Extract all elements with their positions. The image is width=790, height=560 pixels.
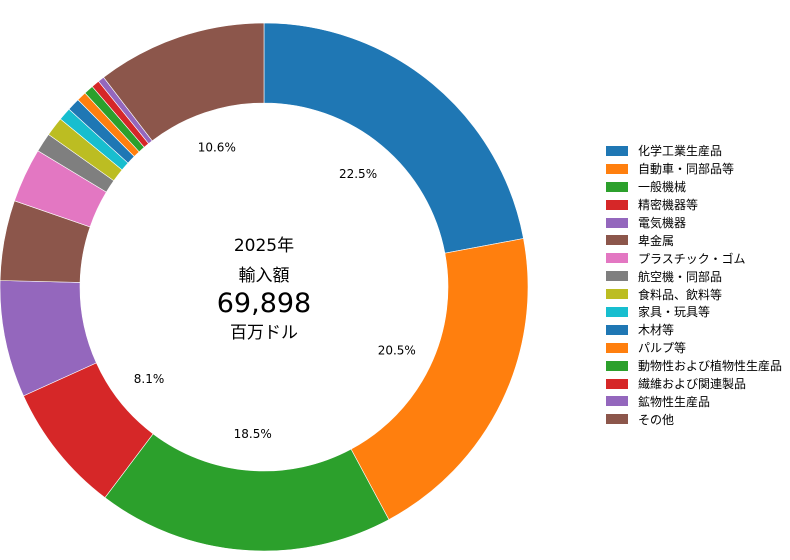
legend-label: その他 xyxy=(638,412,675,427)
data-label-1: 22.5% xyxy=(339,167,377,181)
center-label: 輸入額 xyxy=(239,266,290,286)
slices-group xyxy=(0,22,529,552)
legend-label: 航空機・同部品 xyxy=(638,269,723,284)
legend-item: 航空機・同部品 xyxy=(606,267,790,285)
legend-swatch xyxy=(606,145,628,156)
legend-item: 化学工業生産品 xyxy=(606,142,790,160)
legend-item: 家具・玩具等 xyxy=(606,303,790,321)
legend-swatch xyxy=(606,235,628,246)
legend: 化学工業生産品 自動車・同部品等 一般機械精密機器等電気機器卑金属プラスチック・ゴム… xyxy=(606,142,790,428)
legend-item: 繊維および関連製品 xyxy=(606,375,790,393)
legend-label: 精密機器等 xyxy=(638,198,699,213)
legend-swatch xyxy=(606,289,628,300)
legend-item: その他 xyxy=(606,410,790,428)
legend-label: パルプ等 xyxy=(638,341,687,356)
legend-swatch xyxy=(606,360,628,371)
slice-3 xyxy=(104,433,390,552)
legend-label: 電気機器 xyxy=(638,216,687,230)
legend-item: 卑金属 xyxy=(606,231,790,249)
legend-swatch xyxy=(606,181,628,192)
legend-label: 木材等 xyxy=(638,323,675,338)
legend-label: 卑金属 xyxy=(638,233,675,248)
legend-item: 動物性および植物性生産品 xyxy=(606,357,790,375)
legend-item: 鉱物性生産品 xyxy=(606,392,790,410)
legend-label: 化学工業生産品 xyxy=(638,144,723,159)
legend-label: 動物性および植物性生産品 xyxy=(638,359,783,374)
legend-item: 電気機器 xyxy=(606,214,790,232)
data-labels-group: 22.5% 20.5% 18.5% 8.1% 10.6% xyxy=(134,141,416,441)
center-unit: 百万ドル xyxy=(230,323,298,343)
legend-swatch xyxy=(606,217,628,228)
legend-swatch xyxy=(606,324,628,335)
data-label-2: 20.5% xyxy=(378,344,416,358)
legend-label: プラスチック・ゴム xyxy=(638,251,746,266)
legend-item: 自動車・同部品等 xyxy=(606,160,790,178)
data-label-4: 8.1% xyxy=(134,372,165,386)
legend-label: 食料品、飲料等 xyxy=(638,287,723,302)
legend-swatch xyxy=(606,306,628,317)
center-year: 2025年 xyxy=(234,236,294,256)
legend-swatch xyxy=(606,396,628,407)
data-label-3: 18.5% xyxy=(234,427,272,441)
slice-1 xyxy=(263,22,524,254)
legend-swatch xyxy=(606,163,628,174)
legend-item: プラスチック・ゴム xyxy=(606,249,790,267)
legend-swatch xyxy=(606,253,628,264)
legend-item: パルプ等 xyxy=(606,339,790,357)
legend-label: 自動車・同部品等 xyxy=(638,162,735,177)
legend-label: 一般機械 xyxy=(638,180,687,195)
legend-swatch xyxy=(606,414,628,425)
legend-swatch xyxy=(606,199,628,210)
center-text-group: 2025年 輸入額 69,898 百万ドル xyxy=(217,236,311,343)
center-total: 69,898 xyxy=(217,288,311,319)
legend-swatch xyxy=(606,378,628,389)
legend-item: 食料品、飲料等 xyxy=(606,285,790,303)
data-label-16: 10.6% xyxy=(198,141,236,155)
legend-label: 家具・玩具等 xyxy=(638,305,711,320)
slice-16 xyxy=(103,22,265,142)
legend-item: 精密機器等 xyxy=(606,196,790,214)
legend-label: 繊維および関連製品 xyxy=(638,377,747,392)
slice-2 xyxy=(350,238,529,520)
legend-swatch xyxy=(606,342,628,353)
legend-item: 一般機械 xyxy=(606,178,790,196)
legend-swatch xyxy=(606,271,628,282)
legend-label: 鉱物性生産品 xyxy=(638,394,711,409)
legend-item: 木材等 xyxy=(606,321,790,339)
